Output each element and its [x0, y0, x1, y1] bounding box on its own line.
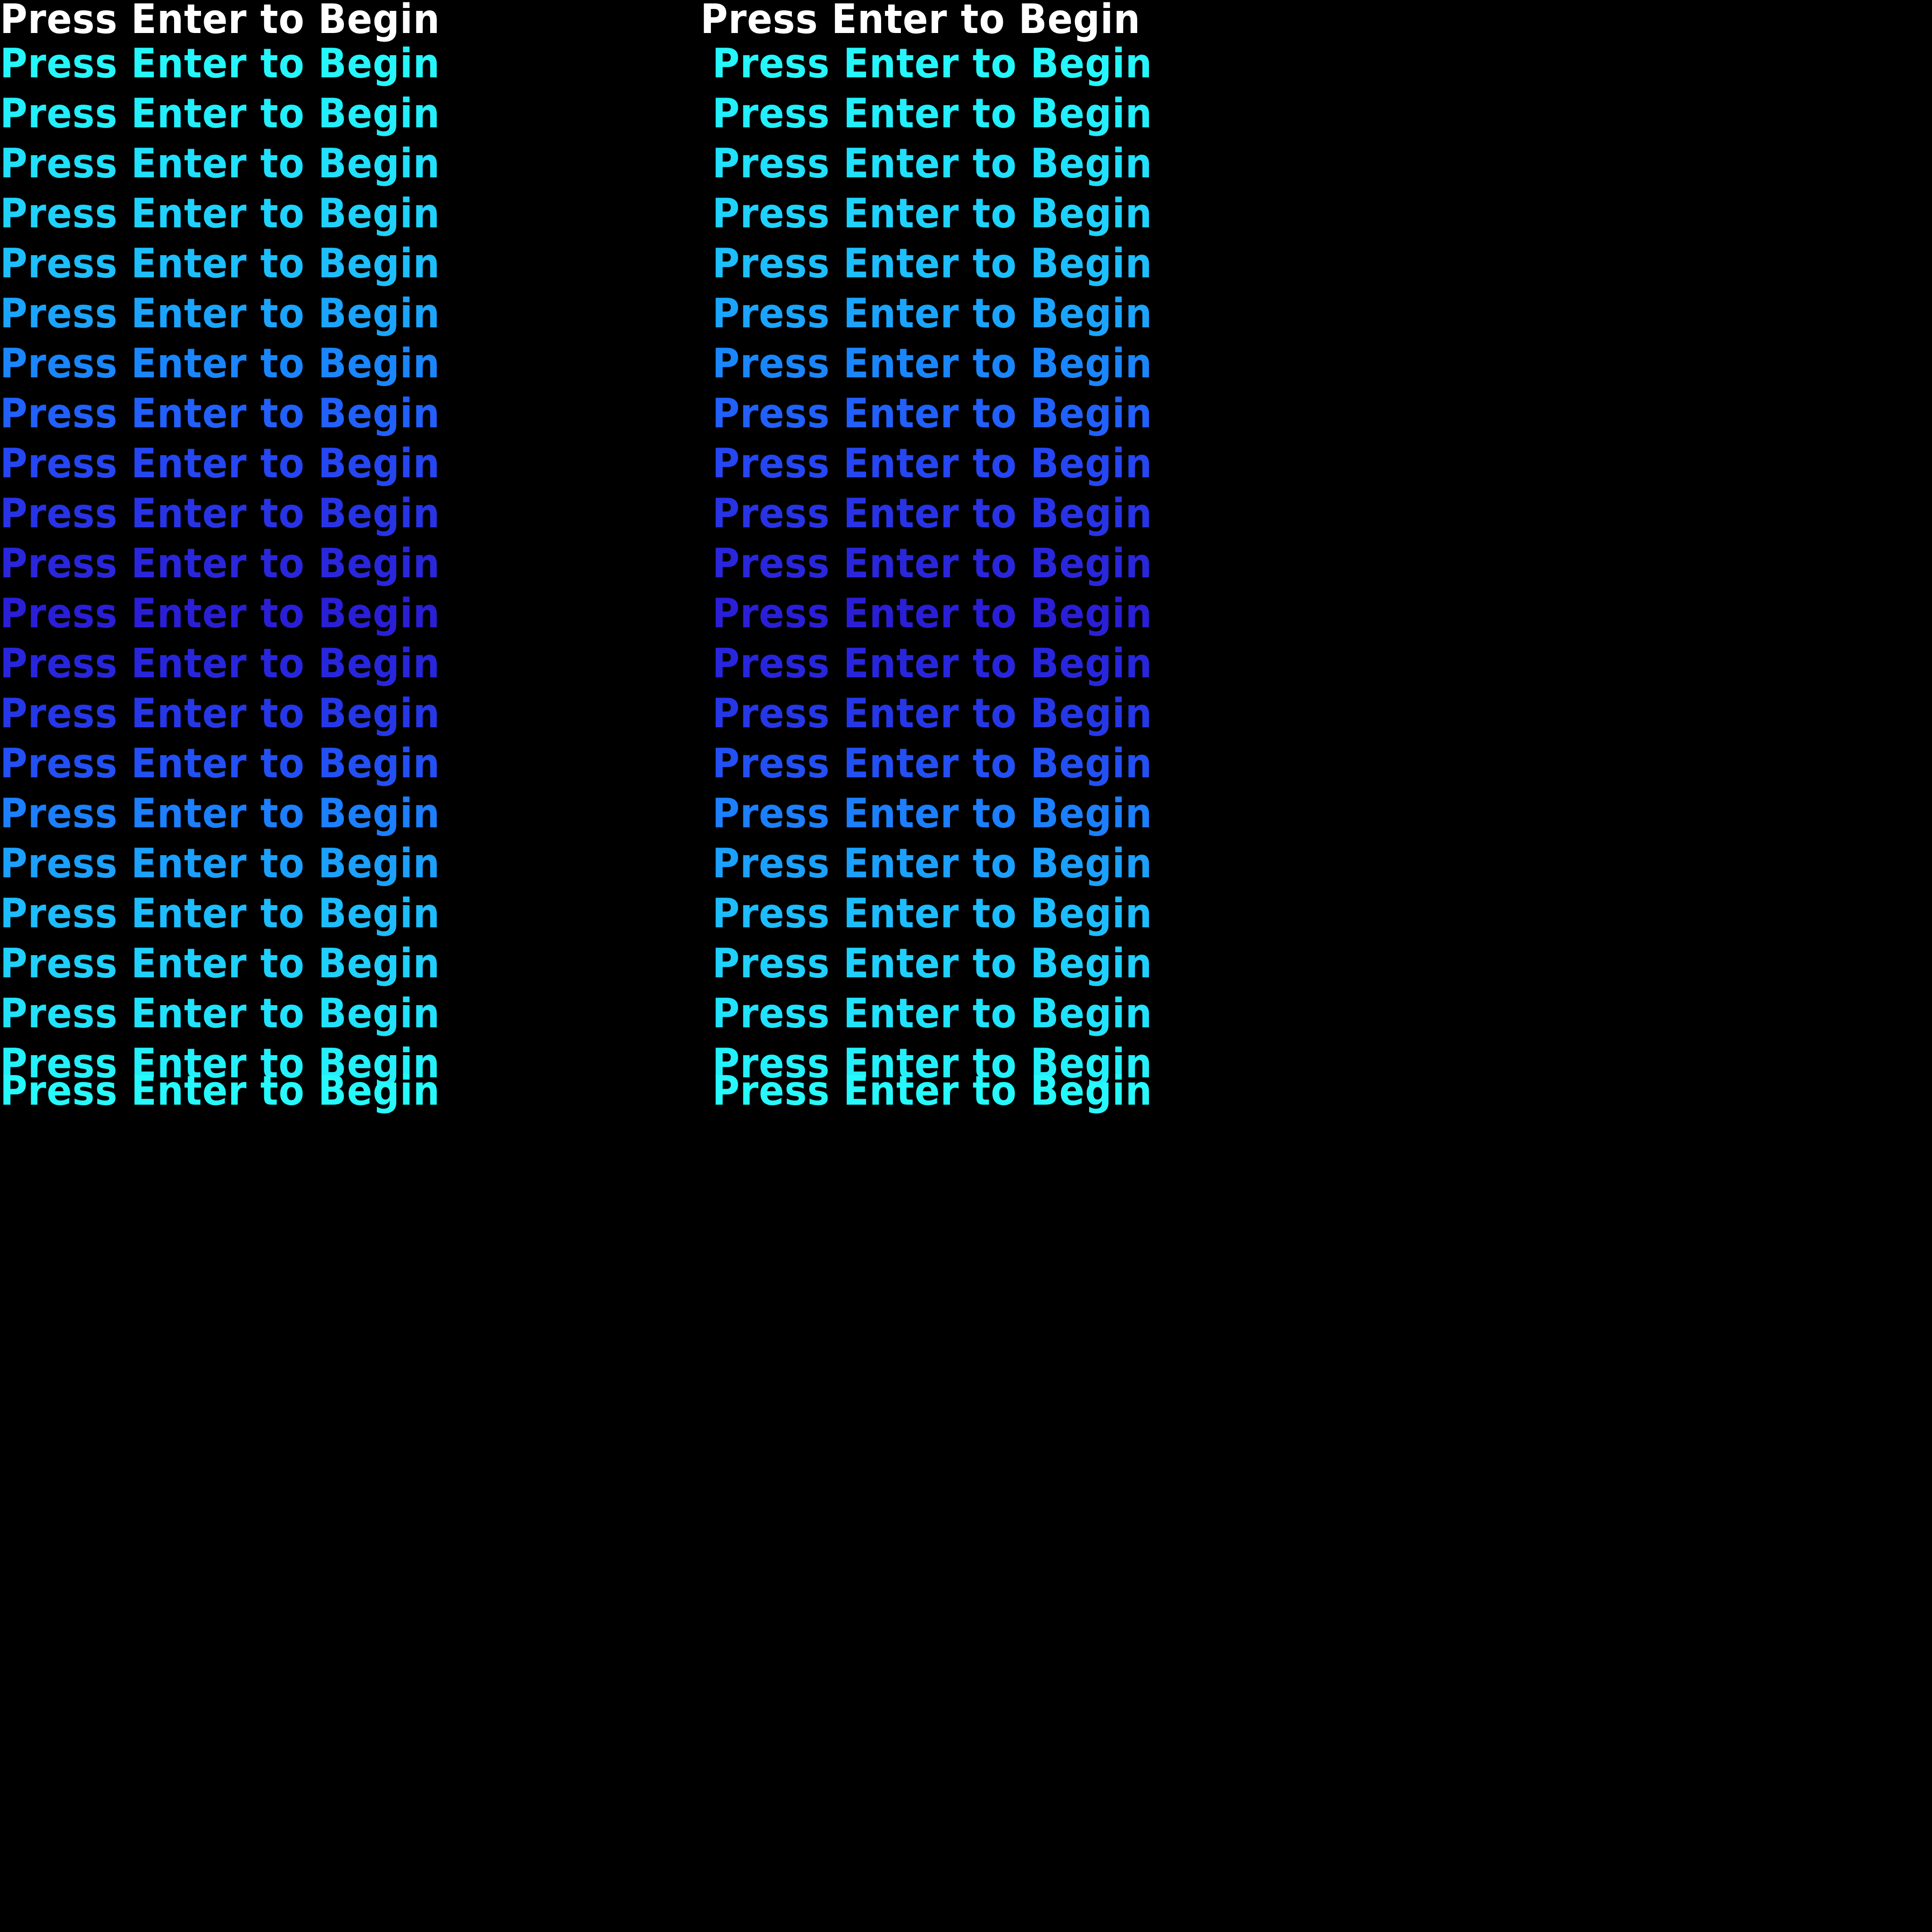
- press-enter-prompt[interactable]: Press Enter to Begin: [0, 1067, 440, 1115]
- press-enter-prompt[interactable]: Press Enter to Begin: [712, 40, 1152, 87]
- press-enter-prompt[interactable]: Press Enter to Begin: [712, 1040, 1152, 1087]
- press-enter-prompt[interactable]: Press Enter to Begin: [712, 340, 1152, 387]
- press-enter-prompt[interactable]: Press Enter to Begin: [712, 540, 1152, 587]
- press-enter-prompt[interactable]: Press Enter to Begin: [712, 740, 1152, 787]
- press-enter-prompt[interactable]: Press Enter to Begin: [0, 590, 440, 637]
- press-enter-prompt[interactable]: Press Enter to Begin: [0, 240, 440, 287]
- press-enter-prompt[interactable]: Press Enter to Begin: [0, 0, 440, 43]
- press-enter-prompt[interactable]: Press Enter to Begin: [712, 690, 1152, 737]
- press-enter-prompt[interactable]: Press Enter to Begin: [0, 790, 440, 837]
- press-enter-prompt[interactable]: Press Enter to Begin: [712, 590, 1152, 637]
- press-enter-prompt[interactable]: Press Enter to Begin: [0, 340, 440, 387]
- press-enter-prompt[interactable]: Press Enter to Begin: [712, 490, 1152, 537]
- press-enter-prompt[interactable]: Press Enter to Begin: [0, 190, 440, 237]
- press-enter-prompt[interactable]: Press Enter to Begin: [712, 140, 1152, 187]
- press-enter-prompt[interactable]: Press Enter to Begin: [712, 890, 1152, 937]
- press-enter-prompt[interactable]: Press Enter to Begin: [0, 740, 440, 787]
- press-enter-prompt[interactable]: Press Enter to Begin: [0, 890, 440, 937]
- press-enter-prompt[interactable]: Press Enter to Begin: [712, 290, 1152, 337]
- press-enter-prompt[interactable]: Press Enter to Begin: [0, 1040, 440, 1087]
- press-enter-prompt[interactable]: Press Enter to Begin: [0, 440, 440, 487]
- press-enter-prompt[interactable]: Press Enter to Begin: [0, 990, 440, 1037]
- press-enter-prompt[interactable]: Press Enter to Begin: [0, 140, 440, 187]
- press-enter-prompt[interactable]: Press Enter to Begin: [712, 790, 1152, 837]
- press-enter-prompt[interactable]: Press Enter to Begin: [0, 490, 440, 537]
- press-enter-prompt[interactable]: Press Enter to Begin: [0, 90, 440, 137]
- press-enter-prompt[interactable]: Press Enter to Begin: [0, 290, 440, 337]
- press-enter-prompt[interactable]: Press Enter to Begin: [700, 0, 1141, 43]
- press-enter-prompt[interactable]: Press Enter to Begin: [0, 940, 440, 987]
- press-enter-prompt[interactable]: Press Enter to Begin: [0, 390, 440, 437]
- press-enter-prompt[interactable]: Press Enter to Begin: [712, 390, 1152, 437]
- press-enter-prompt[interactable]: Press Enter to Begin: [712, 240, 1152, 287]
- press-enter-prompt[interactable]: Press Enter to Begin: [712, 190, 1152, 237]
- press-enter-prompt[interactable]: Press Enter to Begin: [712, 1067, 1152, 1115]
- press-enter-prompt[interactable]: Press Enter to Begin: [712, 640, 1152, 687]
- press-enter-prompt[interactable]: Press Enter to Begin: [712, 990, 1152, 1037]
- press-enter-prompt[interactable]: Press Enter to Begin: [712, 440, 1152, 487]
- press-enter-prompt[interactable]: Press Enter to Begin: [712, 940, 1152, 987]
- press-enter-prompt[interactable]: Press Enter to Begin: [0, 690, 440, 737]
- press-enter-prompt[interactable]: Press Enter to Begin: [0, 40, 440, 87]
- press-enter-prompt[interactable]: Press Enter to Begin: [0, 540, 440, 587]
- press-enter-prompt[interactable]: Press Enter to Begin: [712, 840, 1152, 887]
- press-enter-prompt[interactable]: Press Enter to Begin: [0, 840, 440, 887]
- press-enter-prompt[interactable]: Press Enter to Begin: [712, 90, 1152, 137]
- press-enter-prompt[interactable]: Press Enter to Begin: [0, 640, 440, 687]
